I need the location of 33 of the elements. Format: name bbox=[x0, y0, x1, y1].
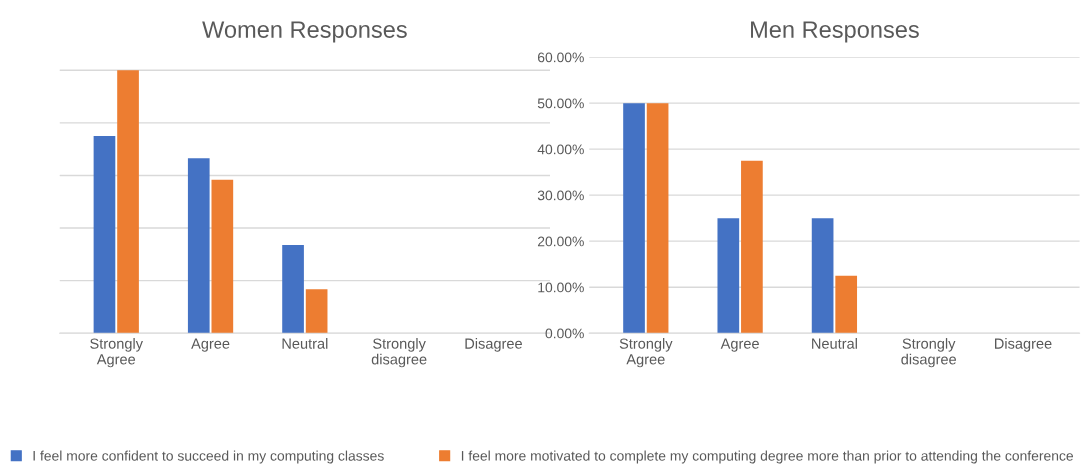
chart-title: Men Responses bbox=[751, 21, 919, 43]
y-tick-label: 50.00% bbox=[537, 98, 584, 109]
x-tick-label: Agree bbox=[191, 338, 230, 352]
legend-label: I feel more motivated to complete my computing degree more than prior to attending the conference bbox=[461, 450, 1074, 464]
x-tick-label: Strongly disagree bbox=[901, 338, 957, 368]
x-tick-label: Disagree bbox=[465, 338, 522, 352]
bar bbox=[187, 158, 210, 334]
x-tick-label: Strongly disagree bbox=[371, 338, 427, 368]
legend-label: I feel more confident to succeed in my computing classes bbox=[33, 450, 384, 464]
x-tick-label: Neutral bbox=[812, 338, 857, 349]
x-tick-label: Neutral bbox=[282, 338, 328, 349]
x-tick-label: Strongly Agree bbox=[90, 338, 143, 368]
x-tick-label: Agree bbox=[720, 338, 759, 352]
y-tick-label: 30.00% bbox=[537, 190, 584, 201]
y-tick-label: 0.00% bbox=[545, 328, 584, 339]
y-tick-label: 20.00% bbox=[537, 236, 584, 247]
bar bbox=[623, 103, 645, 334]
bar bbox=[93, 136, 116, 334]
y-tick-label: 60.00% bbox=[537, 52, 584, 63]
x-tick-label: Disagree bbox=[995, 338, 1052, 352]
bar bbox=[211, 179, 234, 334]
chart-title: Women Responses bbox=[202, 21, 407, 43]
bar bbox=[305, 289, 328, 334]
bar bbox=[282, 245, 304, 334]
x-tick-label: Strongly Agree bbox=[619, 338, 673, 368]
y-tick-label: 10.00% bbox=[538, 282, 584, 293]
bar bbox=[835, 275, 858, 334]
bar bbox=[646, 103, 669, 334]
bar bbox=[811, 218, 834, 334]
y-tick-label: 40.00% bbox=[537, 144, 584, 155]
bar bbox=[741, 160, 763, 334]
bar bbox=[117, 70, 139, 334]
bar bbox=[717, 218, 740, 334]
